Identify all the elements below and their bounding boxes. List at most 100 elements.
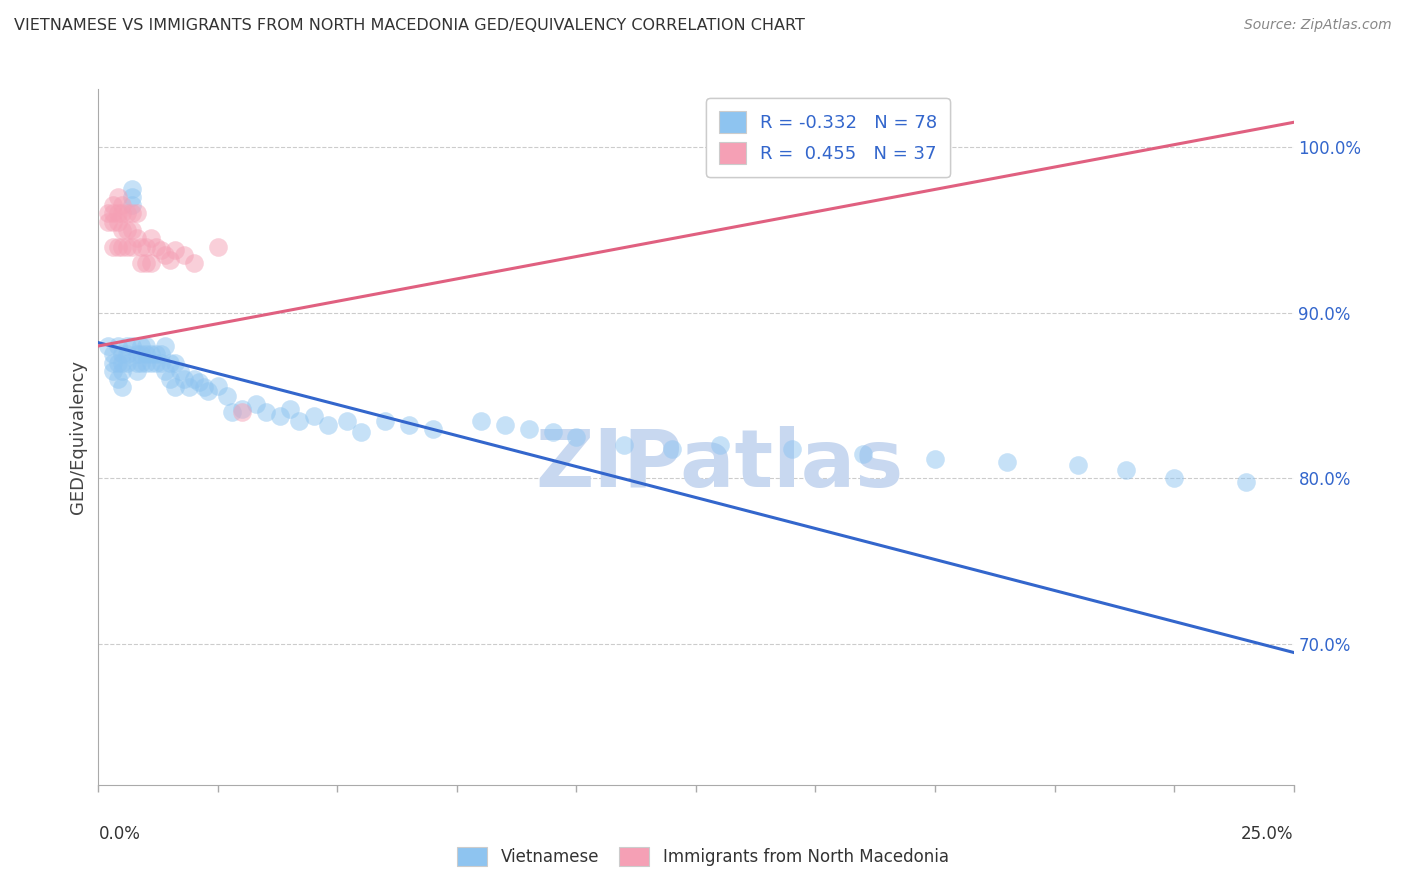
Point bbox=[111, 239, 134, 253]
Point bbox=[231, 405, 253, 419]
Point bbox=[111, 380, 134, 394]
Point bbox=[121, 190, 143, 204]
Point bbox=[159, 372, 181, 386]
Point bbox=[149, 243, 172, 257]
Point bbox=[111, 355, 134, 369]
Point bbox=[517, 422, 540, 436]
Point bbox=[145, 355, 167, 369]
Point bbox=[1067, 458, 1090, 473]
Point bbox=[374, 413, 396, 427]
Point bbox=[269, 409, 291, 423]
Point bbox=[278, 401, 301, 416]
Point bbox=[661, 442, 683, 456]
Point bbox=[101, 364, 124, 378]
Point bbox=[139, 347, 162, 361]
Point bbox=[197, 384, 219, 398]
Point bbox=[541, 425, 564, 439]
Point bbox=[125, 347, 148, 361]
Point bbox=[121, 339, 143, 353]
Point bbox=[780, 442, 803, 456]
Point bbox=[852, 447, 875, 461]
Point bbox=[163, 380, 186, 394]
Point bbox=[125, 231, 148, 245]
Point bbox=[350, 425, 373, 439]
Point bbox=[101, 239, 124, 253]
Text: 0.0%: 0.0% bbox=[98, 825, 141, 843]
Point bbox=[135, 355, 157, 369]
Point bbox=[121, 223, 143, 237]
Point bbox=[107, 215, 129, 229]
Point bbox=[131, 256, 153, 270]
Point bbox=[115, 339, 138, 353]
Point bbox=[115, 355, 138, 369]
Point bbox=[131, 355, 153, 369]
Point bbox=[131, 339, 153, 353]
Point bbox=[111, 198, 134, 212]
Text: ZIPatlas: ZIPatlas bbox=[536, 425, 904, 504]
Point bbox=[145, 347, 167, 361]
Point bbox=[245, 397, 267, 411]
Point bbox=[613, 438, 636, 452]
Point bbox=[163, 243, 186, 257]
Point bbox=[97, 215, 120, 229]
Point bbox=[139, 231, 162, 245]
Point bbox=[107, 190, 129, 204]
Point bbox=[173, 372, 195, 386]
Point bbox=[924, 451, 946, 466]
Text: Source: ZipAtlas.com: Source: ZipAtlas.com bbox=[1244, 18, 1392, 32]
Point bbox=[155, 248, 177, 262]
Point bbox=[131, 239, 153, 253]
Point bbox=[97, 339, 120, 353]
Point bbox=[159, 252, 181, 267]
Legend: Vietnamese, Immigrants from North Macedonia: Vietnamese, Immigrants from North Macedo… bbox=[449, 838, 957, 875]
Point bbox=[111, 223, 134, 237]
Point bbox=[139, 355, 162, 369]
Point bbox=[111, 364, 134, 378]
Point bbox=[231, 401, 253, 416]
Point bbox=[155, 364, 177, 378]
Point bbox=[288, 413, 311, 427]
Point bbox=[494, 418, 516, 433]
Point bbox=[207, 378, 229, 392]
Point bbox=[121, 206, 143, 220]
Point bbox=[995, 455, 1018, 469]
Point bbox=[107, 206, 129, 220]
Point bbox=[135, 347, 157, 361]
Point bbox=[101, 198, 124, 212]
Point bbox=[131, 347, 153, 361]
Point bbox=[101, 347, 124, 361]
Point bbox=[302, 409, 325, 423]
Y-axis label: GED/Equivalency: GED/Equivalency bbox=[69, 360, 87, 514]
Point bbox=[159, 355, 181, 369]
Point bbox=[101, 206, 124, 220]
Point bbox=[101, 215, 124, 229]
Legend: R = -0.332   N = 78, R =  0.455   N = 37: R = -0.332 N = 78, R = 0.455 N = 37 bbox=[706, 98, 950, 177]
Point bbox=[221, 405, 243, 419]
Point bbox=[121, 181, 143, 195]
Point bbox=[107, 339, 129, 353]
Point bbox=[470, 413, 492, 427]
Point bbox=[193, 380, 215, 394]
Point bbox=[565, 430, 588, 444]
Point bbox=[135, 256, 157, 270]
Point bbox=[336, 413, 359, 427]
Point bbox=[111, 347, 134, 361]
Point bbox=[145, 239, 167, 253]
Point bbox=[173, 248, 195, 262]
Point bbox=[97, 206, 120, 220]
Point bbox=[107, 372, 129, 386]
Point bbox=[101, 355, 124, 369]
Point bbox=[169, 364, 191, 378]
Text: VIETNAMESE VS IMMIGRANTS FROM NORTH MACEDONIA GED/EQUIVALENCY CORRELATION CHART: VIETNAMESE VS IMMIGRANTS FROM NORTH MACE… bbox=[14, 18, 804, 33]
Text: 25.0%: 25.0% bbox=[1241, 825, 1294, 843]
Point bbox=[111, 206, 134, 220]
Point bbox=[135, 239, 157, 253]
Point bbox=[125, 206, 148, 220]
Point bbox=[1234, 475, 1257, 489]
Point bbox=[149, 347, 172, 361]
Point bbox=[125, 355, 148, 369]
Point bbox=[115, 223, 138, 237]
Point bbox=[398, 418, 420, 433]
Point bbox=[163, 355, 186, 369]
Point bbox=[1115, 463, 1137, 477]
